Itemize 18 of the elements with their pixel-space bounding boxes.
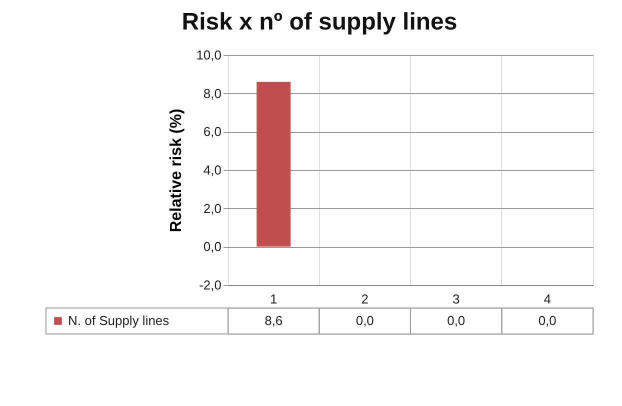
x-tick-label: 2 (361, 292, 368, 306)
y-tick-label: 6,0 (203, 124, 222, 140)
y-tick-label: 10,0 (196, 48, 222, 62)
data-label: 0,0 (356, 313, 374, 328)
data-label: 0,0 (538, 313, 556, 328)
chart-title: Risk x nº of supply lines (182, 8, 458, 36)
y-tick-label: 0,0 (203, 239, 222, 254)
y-tick-label: -2,0 (199, 278, 222, 292)
y-axis-title: Relative risk (%) (168, 108, 186, 232)
y-tick-label: 2,0 (203, 200, 222, 216)
legend-label: N. of Supply lines (68, 313, 170, 328)
x-tick-label: 1 (270, 292, 278, 306)
data-label: 8,6 (264, 313, 283, 328)
x-tick-label: 4 (544, 292, 551, 306)
data-label: 0,0 (447, 313, 466, 328)
y-tick-label: 8,0 (203, 86, 222, 101)
x-tick-label: 3 (452, 292, 460, 306)
y-tick-label: 4,0 (203, 162, 222, 178)
